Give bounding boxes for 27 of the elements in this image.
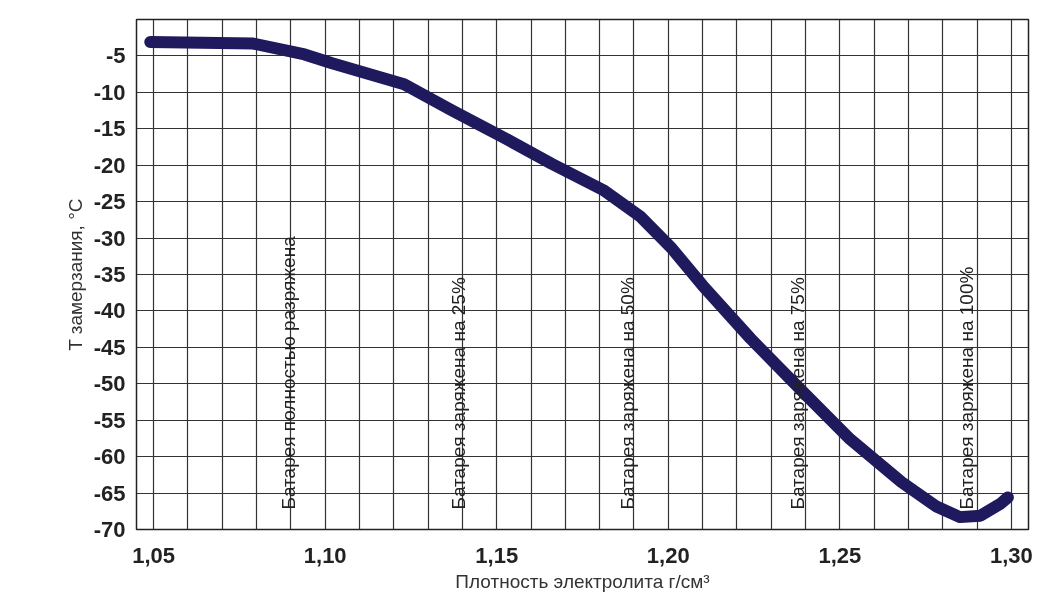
y-tick-label: -65 <box>93 480 126 506</box>
y-axis-title: T замерзания, °C <box>64 198 86 351</box>
x-tick-label: 1,25 <box>818 542 862 568</box>
x-tick-label: 1,20 <box>646 542 690 568</box>
annotation: Батарея полностью разряжена <box>278 235 300 510</box>
y-tick-label: -55 <box>93 407 126 433</box>
x-axis-title: Плотность электролита г/см³ <box>455 570 710 592</box>
y-tick-label: -10 <box>93 79 126 105</box>
annotation: Батарея заряжена на 25% <box>447 277 469 510</box>
y-tick-label: -45 <box>93 334 126 360</box>
y-tick-label: -15 <box>93 116 126 142</box>
annotation: Батарея заряжена на 100% <box>956 266 978 510</box>
y-tick-label: -35 <box>93 262 126 287</box>
y-tick-label: -30 <box>93 225 126 251</box>
x-tick-label: 1,30 <box>989 542 1033 568</box>
y-tick-label: -60 <box>93 444 126 470</box>
y-tick-label: -50 <box>93 371 126 397</box>
annotation: Батарея заряжена на 50% <box>617 277 639 510</box>
y-tick-label: -20 <box>93 152 126 178</box>
y-tick-label: -5 <box>105 43 126 69</box>
y-tick-label: -70 <box>93 517 126 542</box>
y-tick-label: -40 <box>93 298 126 324</box>
x-tick-label: 1,10 <box>303 542 347 568</box>
y-tick-label: -25 <box>93 189 126 215</box>
annotation: Батарея заряжена на 75% <box>786 277 808 510</box>
x-tick-label: 1,05 <box>132 542 176 568</box>
x-tick-label: 1,15 <box>475 542 519 568</box>
